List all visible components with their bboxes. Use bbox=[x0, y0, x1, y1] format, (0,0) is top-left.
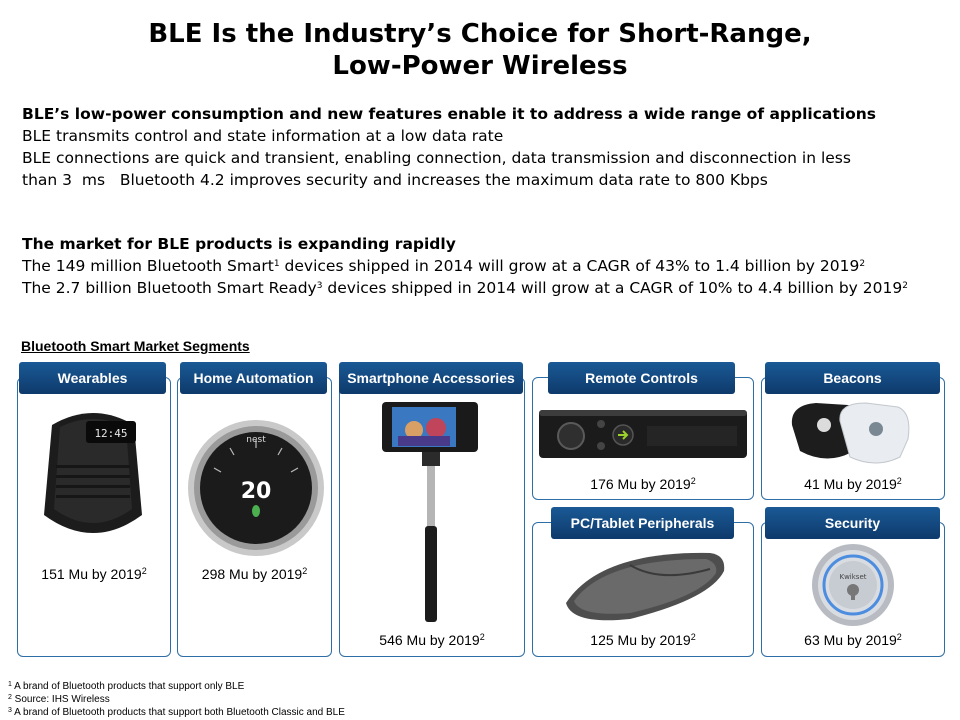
smartphone-accessories-tab: Smartphone Accessories bbox=[339, 362, 523, 394]
smart-lock-icon: Kwikset bbox=[812, 544, 894, 626]
home-automation-value: 298 Mu by 20192 bbox=[201, 566, 308, 582]
home-automation-tab: Home Automation bbox=[180, 362, 327, 394]
page-title: BLE Is the Industry’s Choice for Short-R… bbox=[0, 18, 960, 82]
pc-tablet-tab: PC/Tablet Peripherals bbox=[551, 507, 734, 539]
fitness-band-icon: 12:45 bbox=[44, 413, 142, 533]
beacons-tab: Beacons bbox=[765, 362, 940, 394]
svg-text:Kwikset: Kwikset bbox=[839, 573, 866, 581]
title-line-1: BLE Is the Industry’s Choice for Short-R… bbox=[148, 19, 812, 49]
section1-line-2: BLE connections are quick and transient,… bbox=[22, 149, 851, 167]
footnote-3: 3 A brand of Bluetooth products that sup… bbox=[8, 707, 345, 718]
section2-line-2: The 2.7 billion Bluetooth Smart Ready3 d… bbox=[22, 279, 908, 297]
svg-text:12:45: 12:45 bbox=[94, 427, 127, 440]
title-line-2: Low-Power Wireless bbox=[332, 51, 628, 81]
wearables-tab: Wearables bbox=[19, 362, 166, 394]
beacon-icon bbox=[791, 402, 910, 464]
svg-text:20: 20 bbox=[241, 479, 272, 504]
market-section: The market for BLE products is expanding… bbox=[22, 233, 952, 299]
pc-tablet-value: 125 Mu by 20192 bbox=[590, 632, 696, 648]
remote-controls-value: 176 Mu by 20192 bbox=[590, 476, 696, 492]
remote-control-icon bbox=[539, 410, 747, 458]
smartphone-accessories-value: 546 Mu by 20192 bbox=[379, 632, 485, 648]
security-value: 63 Mu by 20192 bbox=[804, 632, 902, 648]
svg-text:nest: nest bbox=[246, 435, 266, 445]
footnote-1: 1 A brand of Bluetooth products that sup… bbox=[8, 681, 245, 692]
selfie-stick-icon bbox=[382, 402, 478, 622]
section2-heading: The market for BLE products is expanding… bbox=[22, 235, 456, 253]
ble-features-section: BLE’s low-power consumption and new feat… bbox=[22, 103, 952, 191]
thermostat-icon: nest 20 bbox=[188, 420, 324, 556]
remote-controls-tab: Remote Controls bbox=[548, 362, 735, 394]
wearables-value: 151 Mu by 20192 bbox=[41, 566, 147, 582]
security-tab: Security bbox=[765, 507, 940, 539]
section1-heading: BLE’s low-power consumption and new feat… bbox=[22, 105, 877, 123]
section2-line-1: The 149 million Bluetooth Smart1 devices… bbox=[22, 257, 866, 275]
beacons-value: 41 Mu by 20192 bbox=[804, 476, 902, 492]
mouse-icon bbox=[566, 552, 725, 621]
section1-line-3: than 3 ms Bluetooth 4.2 improves securit… bbox=[22, 171, 768, 189]
segments-title: Bluetooth Smart Market Segments bbox=[21, 338, 250, 354]
footnote-2: 2 Source: IHS Wireless bbox=[8, 694, 110, 705]
section1-line-1: BLE transmits control and state informat… bbox=[22, 127, 504, 145]
